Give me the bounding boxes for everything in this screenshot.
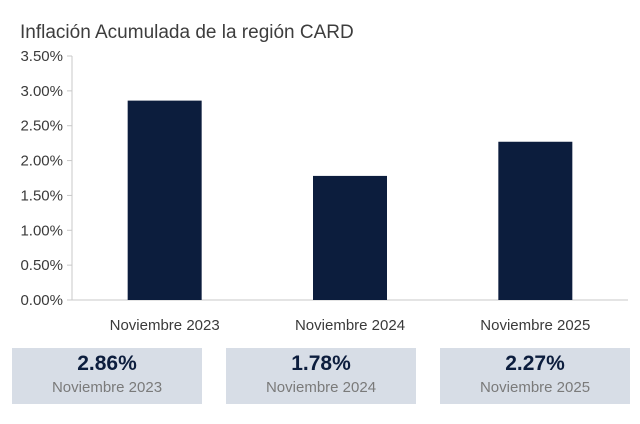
chart-title: Inflación Acumulada de la región CARD — [20, 22, 354, 43]
y-tick-label: 0.50% — [20, 257, 63, 274]
x-axis-categories: Noviembre 2023 Noviembre 2024 Noviembre 20… — [110, 317, 591, 334]
bar — [127, 100, 202, 300]
y-tick-label: 3.50% — [20, 48, 63, 65]
y-tick-label: 1.50% — [20, 187, 63, 204]
summary-card-2023: 2.86% Noviembre 2023 — [12, 348, 202, 404]
y-tick-label: 2.00% — [20, 153, 63, 170]
card-value: 2.86% — [77, 352, 137, 375]
chart-bars — [127, 100, 573, 300]
card-value: 2.27% — [505, 352, 565, 375]
card-label: Noviembre 2024 — [265, 379, 377, 396]
x-category-label: Noviembre 2024 — [295, 317, 405, 334]
card-label: Noviembre 2023 — [51, 379, 163, 396]
bar-chart: 0.00% 0.50% 1.00% 1.50% 2.00% 2.50% 3.00% 3.50%… — [20, 48, 628, 334]
y-tick-label: 2.50% — [20, 118, 63, 135]
x-category-label: Noviembre 2025 — [480, 317, 590, 334]
y-tick-label: 3.00% — [20, 83, 63, 100]
y-tick-label: 1.00% — [20, 222, 63, 239]
summary-cards: 2.86% Noviembre 2023 1.78% Noviembre 202… — [0, 348, 640, 404]
bar — [313, 175, 387, 300]
card-label: Noviembre 2025 — [479, 379, 591, 396]
card-value: 1.78% — [291, 352, 351, 375]
bar — [498, 141, 573, 300]
summary-card-2024: 1.78% Noviembre 2024 — [226, 348, 416, 404]
summary-card-2025: 2.27% Noviembre 2025 — [440, 348, 630, 404]
y-tick-label: 0.00% — [20, 292, 63, 309]
x-category-label: Noviembre 2023 — [110, 317, 220, 334]
y-axis-ticks: 0.00% 0.50% 1.00% 1.50% 2.00% 2.50% 3.00% 3.50% — [20, 48, 72, 309]
